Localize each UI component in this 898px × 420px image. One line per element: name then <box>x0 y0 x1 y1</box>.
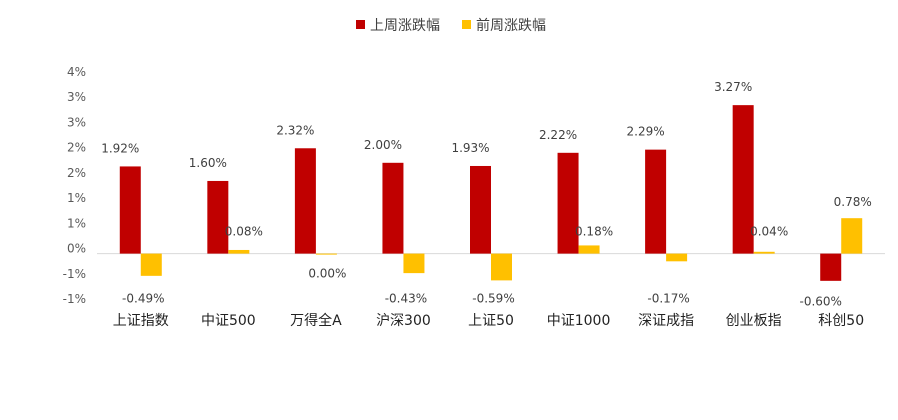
bar-series-2-3 <box>315 253 337 255</box>
bar-series-2-4 <box>403 253 425 274</box>
bar-series-1-9 <box>820 253 842 281</box>
y-tick-label: 2% <box>67 141 86 155</box>
data-label-series-2-8: 0.04% <box>750 225 788 239</box>
data-label-series-2-9: 0.78% <box>834 195 872 209</box>
y-tick-label: 1% <box>67 191 86 205</box>
bar-series-1-2 <box>207 180 229 254</box>
data-label-series-2-2: 0.08% <box>225 225 263 239</box>
x-category-label: 上证50 <box>468 313 514 329</box>
legend-swatch-series-1 <box>356 20 365 29</box>
bar-series-2-2 <box>228 249 250 254</box>
x-category-label: 万得全A <box>290 312 342 329</box>
data-label-series-1-4: 2.00% <box>364 138 402 152</box>
data-label-series-1-5: 1.93% <box>451 141 489 155</box>
data-labels-group: 1.92% -0.49% 1.60% 0.08% 2.32% 0.00% 2.00% -0.4… <box>101 80 872 308</box>
data-label-series-2-3: 0.00% <box>308 267 346 281</box>
data-label-series-2-1: -0.49% <box>122 292 164 306</box>
legend-swatch-series-2 <box>462 20 471 29</box>
data-label-series-1-3: 2.32% <box>276 123 314 137</box>
bar-series-2-7 <box>666 253 688 262</box>
bar-series-1-3 <box>294 148 316 254</box>
bar-series-1-5 <box>470 165 491 254</box>
bar-series-1-7 <box>645 149 667 254</box>
y-tick-label: -1% <box>63 292 86 306</box>
legend-label-series-1: 上周涨跌幅 <box>370 18 440 34</box>
bar-series-1-4 <box>382 162 404 254</box>
x-category-label: 深证成指 <box>638 313 694 329</box>
data-label-series-1-2: 1.60% <box>189 156 227 170</box>
bar-series-1-6 <box>557 152 579 254</box>
y-tick-label: 2% <box>67 166 86 180</box>
legend: 上周涨跌幅 前周涨跌幅 <box>356 17 546 34</box>
data-label-series-1-9: -0.60% <box>799 295 841 309</box>
y-tick-label: 3% <box>67 90 86 104</box>
y-tick-label: 0% <box>67 242 86 256</box>
x-category-label: 科创50 <box>818 313 864 329</box>
bar-series-1-8 <box>732 105 754 254</box>
data-label-series-1-8: 3.27% <box>714 80 752 94</box>
x-category-label: 中证1000 <box>547 313 611 329</box>
bar-series-2-9 <box>841 218 863 254</box>
bars-group <box>119 105 863 281</box>
data-label-series-2-6: 0.18% <box>575 225 613 239</box>
legend-label-series-2: 前周涨跌幅 <box>476 17 546 34</box>
data-label-series-2-5: -0.59% <box>472 292 514 306</box>
data-label-series-1-1: 1.92% <box>101 141 139 155</box>
data-label-series-1-7: 2.29% <box>627 125 665 139</box>
x-axis: 上证指数 中证500 万得全A 沪深300 上证50 中证1000 深证成指 创业板指 科创50 <box>113 312 864 329</box>
x-category-label: 上证指数 <box>113 313 169 329</box>
x-category-label: 中证500 <box>201 313 256 329</box>
y-tick-label: 4% <box>67 65 86 79</box>
data-label-series-2-4: -0.43% <box>385 292 427 306</box>
data-label-series-1-6: 2.22% <box>539 128 577 142</box>
data-label-series-2-7: -0.17% <box>647 292 689 306</box>
bar-series-1-1 <box>119 166 141 254</box>
y-tick-label: 3% <box>67 115 86 129</box>
x-category-label: 沪深300 <box>376 313 431 329</box>
y-tick-label: 1% <box>67 216 86 230</box>
bar-series-2-8 <box>753 251 775 254</box>
bar-series-2-5 <box>491 253 512 281</box>
y-tick-label: -1% <box>63 267 86 281</box>
bar-series-2-6 <box>578 245 600 254</box>
y-axis: 4% 3% 3% 2% 2% 1% 1% 0% -1% -1% <box>63 65 86 306</box>
x-category-label: 创业板指 <box>726 313 782 329</box>
bar-series-2-1 <box>140 253 162 276</box>
